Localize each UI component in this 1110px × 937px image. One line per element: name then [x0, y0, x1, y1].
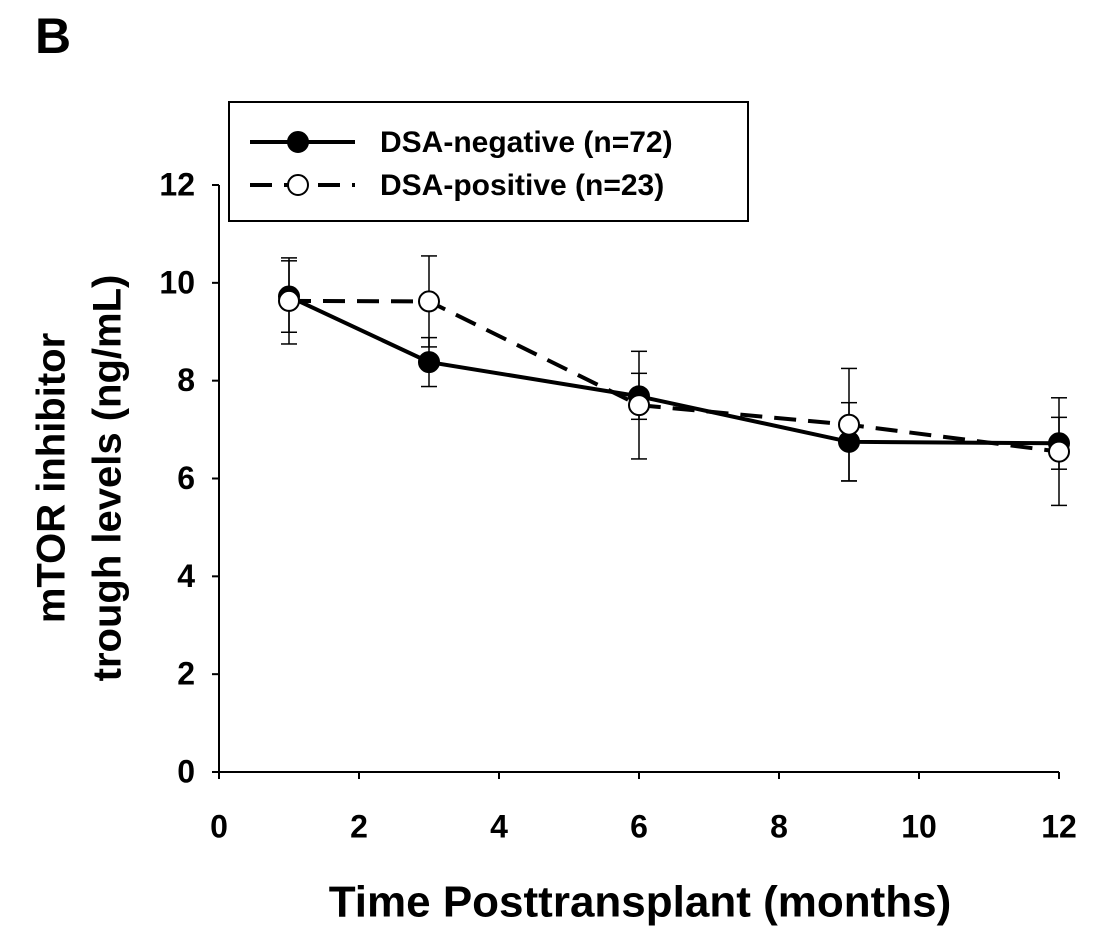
y-tick-label: 4	[177, 558, 195, 594]
legend-marker	[287, 131, 309, 153]
x-tick-label: 4	[490, 808, 508, 844]
x-tick-label: 12	[1041, 808, 1077, 844]
x-tick-label: 0	[210, 808, 228, 844]
y-axis-label: mTOR inhibitor trough levels (ng/mL)	[30, 275, 130, 682]
y-tick-label: 2	[177, 656, 195, 692]
x-tick-label: 2	[350, 808, 368, 844]
y-axis-label-line: trough levels (ng/mL)	[86, 275, 130, 682]
legend-box	[228, 101, 749, 222]
marker	[1048, 440, 1070, 463]
series-line	[288, 298, 1060, 454]
y-tick-label: 12	[159, 166, 195, 202]
x-tick-label: 8	[770, 808, 788, 844]
marker	[278, 289, 300, 312]
marker	[418, 351, 440, 374]
legend-label: DSA-negative (n=72)	[380, 126, 673, 159]
x-tick-label: 6	[630, 808, 648, 844]
marker	[838, 413, 860, 436]
y-axis-label-line: mTOR inhibitor	[30, 333, 74, 623]
marker	[418, 290, 440, 313]
marker	[628, 394, 650, 417]
panel-label: B	[35, 8, 71, 64]
x-tick-label: 10	[901, 808, 937, 844]
y-tick-label: 0	[177, 753, 195, 789]
y-tick-label: 8	[177, 362, 195, 398]
legend-marker	[287, 174, 309, 196]
y-tick-label: 10	[159, 264, 195, 300]
series-line	[288, 294, 1060, 446]
y-tick-label: 6	[177, 460, 195, 496]
x-axis-label: Time Posttransplant (months)	[329, 878, 952, 927]
legend-label: DSA-positive (n=23)	[380, 169, 664, 202]
